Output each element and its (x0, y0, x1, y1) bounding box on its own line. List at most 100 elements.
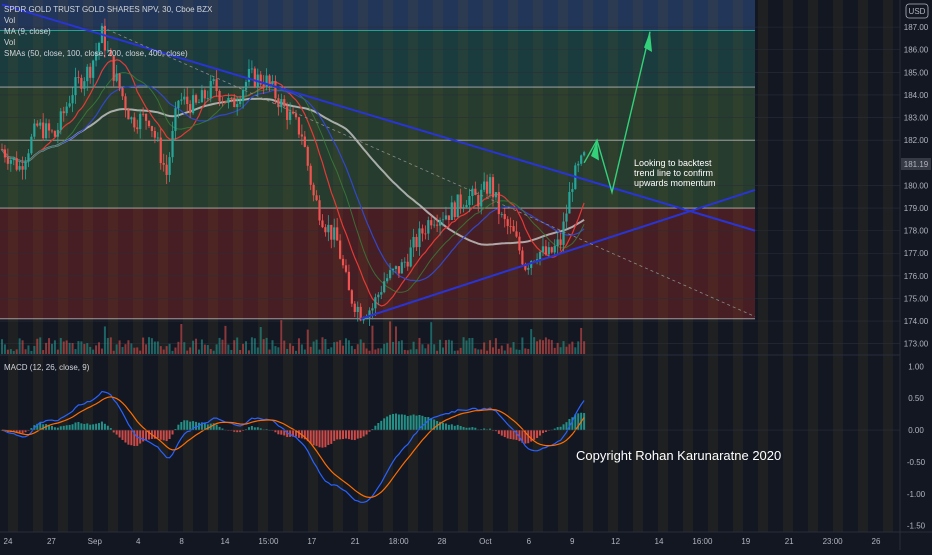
macd-histogram-bar (421, 415, 424, 431)
volume-bar (142, 337, 145, 354)
candle-body (136, 127, 139, 130)
macd-histogram-bar (27, 430, 30, 431)
volume-bar (121, 346, 124, 354)
volume-bar (415, 349, 418, 354)
macd-histogram-bar (342, 430, 345, 440)
candle-body (568, 191, 571, 214)
macd-axis[interactable]: 1.00 0.50 0.00 -0.50 -1.00 -1.50 (907, 362, 926, 530)
macd-histogram-bar (303, 430, 306, 440)
candle-body (500, 214, 503, 215)
candle-body (94, 51, 98, 61)
macd-histogram-bar (350, 430, 353, 440)
session-stripe (308, 0, 318, 532)
time-tick-label: 6 (527, 537, 532, 546)
macd-histogram-bar (297, 430, 300, 438)
currency-badge[interactable]: USD (905, 3, 929, 19)
candle-body (0, 149, 4, 151)
volume-bar (444, 340, 447, 354)
annotation-line-3: upwards momentum (634, 178, 716, 188)
volume-bar (403, 349, 406, 354)
candle-body (347, 271, 351, 291)
price-axis[interactable]: 187.00 186.00 185.00 184.00 183.00 182.00 180.… (904, 23, 929, 349)
candle-body (465, 205, 468, 208)
candle-body (509, 225, 512, 227)
candle-body (86, 66, 89, 82)
volume-bar (209, 349, 212, 354)
volume-bar (171, 350, 174, 354)
session-stripe (783, 0, 793, 532)
session-stripe (208, 0, 218, 532)
sma-white (1, 97, 585, 246)
volume-bar (83, 343, 86, 354)
signal-line (1, 396, 585, 499)
volume-bar (447, 339, 450, 354)
macd-histogram-bar (259, 428, 262, 431)
macd-histogram-bar (406, 416, 409, 431)
time-tick-label: 17 (307, 537, 316, 546)
time-axis[interactable]: 24 27 Sep 4 8 14 15:00 17 21 18:00 28 Oct 6 9 12 14 16:0… (4, 537, 881, 546)
candle-body (27, 153, 30, 162)
macd-histogram-bar (556, 427, 559, 431)
volume-bar (115, 344, 118, 354)
candle-body (400, 262, 403, 274)
volume-bar (524, 348, 527, 354)
macd-histogram-bar (127, 430, 130, 445)
volume-bar (95, 345, 98, 354)
macd-histogram-bar (133, 430, 136, 446)
candle-body (230, 97, 233, 99)
macd-histogram-bar (274, 430, 277, 433)
macd-histogram-bar (324, 430, 327, 448)
volume-bar (515, 349, 518, 354)
candle-body (474, 188, 477, 196)
volume-bar (468, 338, 471, 354)
candle-body (6, 157, 9, 164)
macd-histogram-bar (100, 421, 103, 431)
session-stripe (508, 0, 518, 532)
volume-bar (200, 339, 203, 354)
macd-histogram-bar (562, 424, 565, 431)
volume-bar (265, 337, 268, 354)
volume-bar (339, 340, 342, 354)
candle-body (321, 220, 324, 228)
candle-body (265, 75, 268, 88)
macd-histogram-bar (162, 430, 165, 441)
volume-bar (118, 340, 121, 354)
macd-histogram-bar (265, 429, 268, 431)
macd-histogram-bar (86, 423, 89, 431)
candle-body (253, 68, 256, 87)
volume-bar (239, 350, 242, 354)
zone-1 (0, 30, 755, 88)
candle-body (444, 215, 448, 220)
macd-histogram-bar (500, 430, 503, 436)
macd-histogram-bar (336, 430, 339, 440)
candle-body (412, 236, 415, 248)
macd-histogram-bar (171, 430, 174, 435)
candle-body (206, 98, 209, 99)
volume-bar (45, 342, 48, 354)
downtrend-line (1, 3, 756, 232)
macd-histogram-bar (124, 430, 127, 443)
volume-bar (553, 347, 556, 354)
candle-body (106, 49, 109, 51)
candle-body (312, 184, 315, 196)
macd-histogram-bar (486, 429, 489, 431)
macd-histogram-bar (236, 430, 239, 433)
candle-body (42, 122, 45, 139)
candle-body (218, 91, 221, 102)
volume-bar (9, 349, 12, 354)
time-tick-label: 9 (570, 537, 575, 546)
volume-bar (547, 339, 550, 354)
indicator-ma: MA (9, close) (4, 27, 51, 36)
volume-bar (242, 343, 245, 354)
volume-bar (215, 344, 218, 354)
price-tick-label: 180.00 (904, 181, 929, 190)
candle-body (180, 99, 183, 101)
volume-bar (494, 338, 497, 354)
volume-bar (156, 341, 159, 354)
session-stripe (408, 0, 418, 532)
volume-bar (356, 344, 359, 354)
macd-histogram-bar (212, 423, 215, 431)
macd-histogram-bar (521, 430, 524, 443)
macd-histogram-bar (427, 417, 430, 431)
